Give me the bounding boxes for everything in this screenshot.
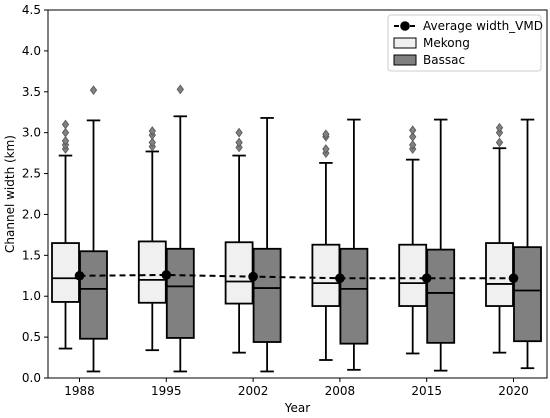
box-body — [513, 246, 542, 343]
y-axis-title: Channel width (km) — [3, 135, 17, 253]
legend-line-marker — [400, 21, 410, 31]
y-tick-label-7: 3.5 — [22, 85, 41, 99]
average-point-1988 — [74, 270, 85, 281]
box-body — [426, 248, 456, 344]
box-bassac-2008 — [339, 118, 369, 371]
outlier-2 — [235, 127, 243, 138]
box-mekong-2015 — [398, 125, 428, 355]
outlier-3 — [322, 129, 330, 140]
outlier-1 — [495, 127, 504, 138]
box-body — [137, 240, 167, 304]
outlier-0 — [235, 142, 243, 153]
outlier-1 — [409, 140, 417, 150]
legend-label-mekong: Mekong — [423, 36, 470, 50]
x-tick-label-2: 2002 — [238, 384, 269, 398]
y-tick-label-4: 2.0 — [22, 207, 41, 221]
y-tick-label-6: 3.0 — [22, 126, 41, 140]
box-mekong-1995 — [137, 126, 167, 352]
box-mekong-2002 — [224, 127, 254, 354]
box-body — [79, 250, 108, 340]
box-body — [311, 243, 341, 307]
legend-swatch-bassac — [393, 54, 417, 66]
y-tick-label-2: 1.0 — [22, 289, 41, 303]
x-tick-label-4: 2015 — [411, 384, 442, 398]
legend-label-bassac: Bassac — [423, 53, 465, 67]
outlier-0 — [495, 137, 504, 148]
box-body — [224, 241, 254, 305]
x-tick-label-1: 1995 — [151, 384, 182, 398]
box-body — [398, 243, 428, 307]
box-mekong-2008 — [311, 129, 341, 361]
box-body — [485, 242, 514, 307]
legend-label-average: Average width_VMD — [423, 19, 543, 33]
y-tick-label-8: 4.0 — [22, 44, 41, 58]
average-point-2008 — [335, 273, 345, 284]
x-tick-label-3: 2008 — [325, 384, 356, 398]
outlier-3 — [61, 127, 70, 138]
box-body — [339, 247, 369, 345]
box-body — [252, 247, 282, 343]
box-mekong-1988 — [51, 119, 80, 350]
y-tick-label-1: 0.5 — [22, 330, 41, 344]
box-bassac-2015 — [426, 118, 456, 372]
box-bassac-2002 — [252, 117, 282, 373]
y-tick-label-3: 1.5 — [22, 248, 41, 262]
box-bassac-1988 — [79, 85, 108, 373]
outlier-3 — [148, 126, 156, 136]
outlier-2 — [409, 131, 417, 142]
outlier-0 — [176, 84, 184, 95]
average-point-2002 — [248, 271, 258, 282]
box-bassac-2020 — [513, 118, 542, 370]
box-body — [165, 247, 195, 339]
y-tick-label-5: 2.5 — [22, 167, 41, 181]
average-point-1995 — [161, 270, 172, 280]
x-tick-label-0: 1988 — [64, 384, 95, 398]
average-line — [79, 273, 514, 280]
average-point-2020 — [508, 273, 519, 284]
outlier-2 — [61, 135, 70, 146]
x-axis-title: Year — [284, 401, 310, 415]
plot-frame — [47, 9, 548, 379]
outlier-2 — [495, 122, 504, 133]
outlier-1 — [148, 137, 156, 148]
box-bassac-1995 — [165, 84, 195, 373]
box-mekong-2020 — [485, 122, 514, 354]
y-tick-label-0: 0.0 — [22, 371, 41, 385]
outlier-1 — [235, 137, 243, 148]
outlier-3 — [409, 125, 417, 136]
outlier-0 — [89, 85, 98, 96]
average-point-2015 — [421, 273, 432, 284]
x-tick-label-5: 2020 — [498, 384, 529, 398]
y-tick-label-9: 4.5 — [22, 3, 41, 17]
outlier-1 — [322, 144, 330, 154]
legend-box — [387, 14, 542, 72]
outlier-4 — [61, 119, 70, 130]
box-body — [51, 242, 80, 303]
legend-swatch-mekong — [393, 37, 417, 49]
